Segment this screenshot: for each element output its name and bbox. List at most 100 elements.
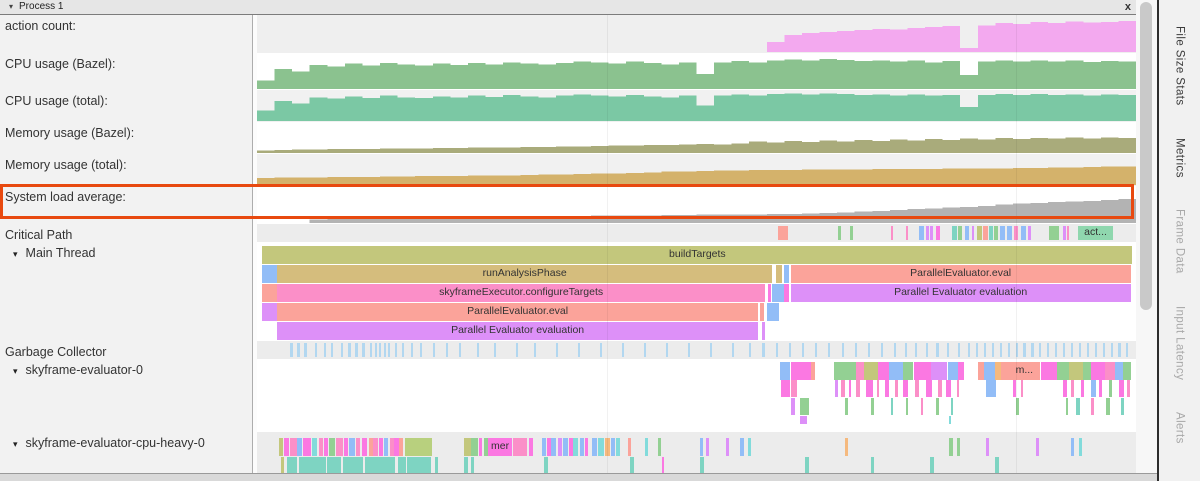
tab-input-latency[interactable]: Input Latency (1173, 306, 1186, 381)
gc-event-tick (968, 343, 971, 357)
slice-label: skyframeExecutor.configureTargets (439, 286, 604, 298)
flame-tick[interactable] (327, 457, 342, 473)
flame-slice[interactable]: runAnalysisPhase (277, 265, 773, 283)
flame-tick (1020, 226, 1026, 240)
flame-tick (435, 457, 439, 473)
flame-slice[interactable]: Parallel Evaluator evaluation (277, 322, 759, 340)
row-label-skyframe-evaluator-0[interactable]: ▾ skyframe-evaluator-0 (0, 359, 253, 432)
flame-tick (748, 438, 752, 456)
flame-tick (379, 438, 384, 456)
flame-tick (845, 398, 848, 415)
flame-tick (783, 265, 789, 283)
flame-tick[interactable] (913, 362, 932, 380)
flame-slice[interactable]: m... (1008, 362, 1041, 380)
flame-tick (971, 226, 975, 240)
gc-event-tick (1055, 343, 1058, 357)
flame-tick[interactable] (262, 284, 278, 302)
column-gutter (253, 224, 257, 242)
flame-tick (1070, 438, 1075, 456)
flame-tick (627, 438, 631, 456)
gridline (606, 341, 608, 359)
row-label-cpu-usage-bazel: CPU usage (Bazel): (0, 53, 253, 90)
flame-tick (726, 438, 730, 456)
tab-frame-data[interactable]: Frame Data (1173, 209, 1186, 275)
track-list: action count: CPU usage (Bazel): CPU usage… (0, 15, 1136, 473)
collapse-icon[interactable]: ▾ (13, 439, 18, 449)
gridline (1015, 186, 1017, 224)
flame-tick[interactable] (1069, 362, 1084, 380)
gc-event-tick (1086, 343, 1089, 357)
tab-alerts[interactable]: Alerts (1173, 412, 1186, 445)
tab-metrics[interactable]: Metrics (1173, 137, 1186, 178)
counter-area-chart (257, 21, 1136, 52)
gridline (1015, 341, 1017, 359)
flame-tick (302, 438, 311, 456)
flame-tick[interactable] (365, 457, 395, 473)
process-header[interactable]: ▾ Process 1 x (0, 0, 1136, 15)
row-label-skyframe-evaluator-cpu-heavy-0[interactable]: ▾ skyframe-evaluator-cpu-heavy-0 (0, 432, 253, 473)
close-button[interactable]: x (1124, 1, 1131, 13)
flame-tick (615, 438, 620, 456)
flame-tick[interactable] (262, 265, 278, 283)
gc-event-tick (1023, 343, 1026, 357)
vertical-scrollbar-thumb[interactable] (1140, 2, 1152, 310)
gc-event-tick (621, 343, 624, 357)
flame-tick (323, 438, 328, 456)
vertical-scrollbar-track[interactable] (1136, 0, 1157, 481)
gc-event-tick (665, 343, 668, 357)
flame-tick[interactable] (1091, 362, 1106, 380)
gridline (606, 224, 608, 242)
flame-tick[interactable] (863, 362, 878, 380)
column-gutter (253, 341, 257, 359)
flame-tick[interactable] (407, 457, 432, 473)
flame-tick[interactable] (299, 457, 326, 473)
row-label-main-thread[interactable]: ▾ Main Thread (0, 242, 253, 341)
flame-tick[interactable] (262, 303, 278, 321)
flame-slice[interactable]: ParallelEvaluator.eval (790, 265, 1131, 283)
gridline (606, 432, 608, 473)
gc-event-tick (976, 343, 979, 357)
flame-slice[interactable]: act... (1077, 226, 1114, 240)
track-row-action-count: action count: (0, 15, 1136, 53)
flame-tick (1013, 226, 1018, 240)
flame-slice[interactable]: ParallelEvaluator.eval (277, 303, 759, 321)
tab-file-size-stats[interactable]: File Size Stats (1173, 26, 1186, 106)
flame-tick[interactable] (404, 438, 432, 456)
flame-tick (547, 438, 552, 456)
right-tab-sidebar: File Size Stats Metrics Frame Data Input… (1157, 0, 1200, 481)
flame-tick (1027, 226, 1031, 240)
flame-slice[interactable]: buildTargets (262, 246, 1133, 264)
flame-tick (483, 438, 489, 456)
column-gutter (253, 53, 257, 90)
flame-tick[interactable] (1041, 362, 1057, 380)
gc-event-tick (881, 343, 884, 357)
flame-tick[interactable] (343, 457, 364, 473)
flame-tick (920, 398, 924, 415)
gc-event-tick (915, 343, 918, 357)
flame-slice[interactable]: mer (488, 438, 512, 456)
flame-slice[interactable]: skyframeExecutor.configureTargets (277, 284, 766, 302)
gc-event-tick (323, 343, 326, 357)
flame-tick (657, 438, 661, 456)
collapse-icon[interactable]: ▾ (13, 366, 18, 376)
flame-tick[interactable] (833, 362, 856, 380)
flame-tick (1076, 398, 1080, 415)
flame-tick (1015, 398, 1020, 415)
flame-tick[interactable] (931, 362, 947, 380)
flame-tick[interactable] (889, 362, 904, 380)
flame-tick (1048, 226, 1060, 240)
flame-tick (958, 226, 963, 240)
track-row-skyframe-evaluator-0: ▾ skyframe-evaluator-0 m... (0, 359, 1136, 432)
flame-tick[interactable] (512, 438, 527, 456)
flame-tick[interactable] (790, 362, 811, 380)
flame-tick (957, 362, 964, 380)
gc-event-tick (297, 343, 300, 357)
flame-slice[interactable]: Parallel Evaluator evaluation (790, 284, 1131, 302)
collapse-icon[interactable]: ▾ (13, 249, 18, 259)
collapse-icon[interactable]: ▾ (9, 2, 14, 11)
horizontal-scrollbar[interactable] (0, 473, 1157, 481)
gridline (1015, 224, 1017, 242)
flame-tick (1083, 362, 1092, 380)
gc-event-tick (936, 343, 939, 357)
